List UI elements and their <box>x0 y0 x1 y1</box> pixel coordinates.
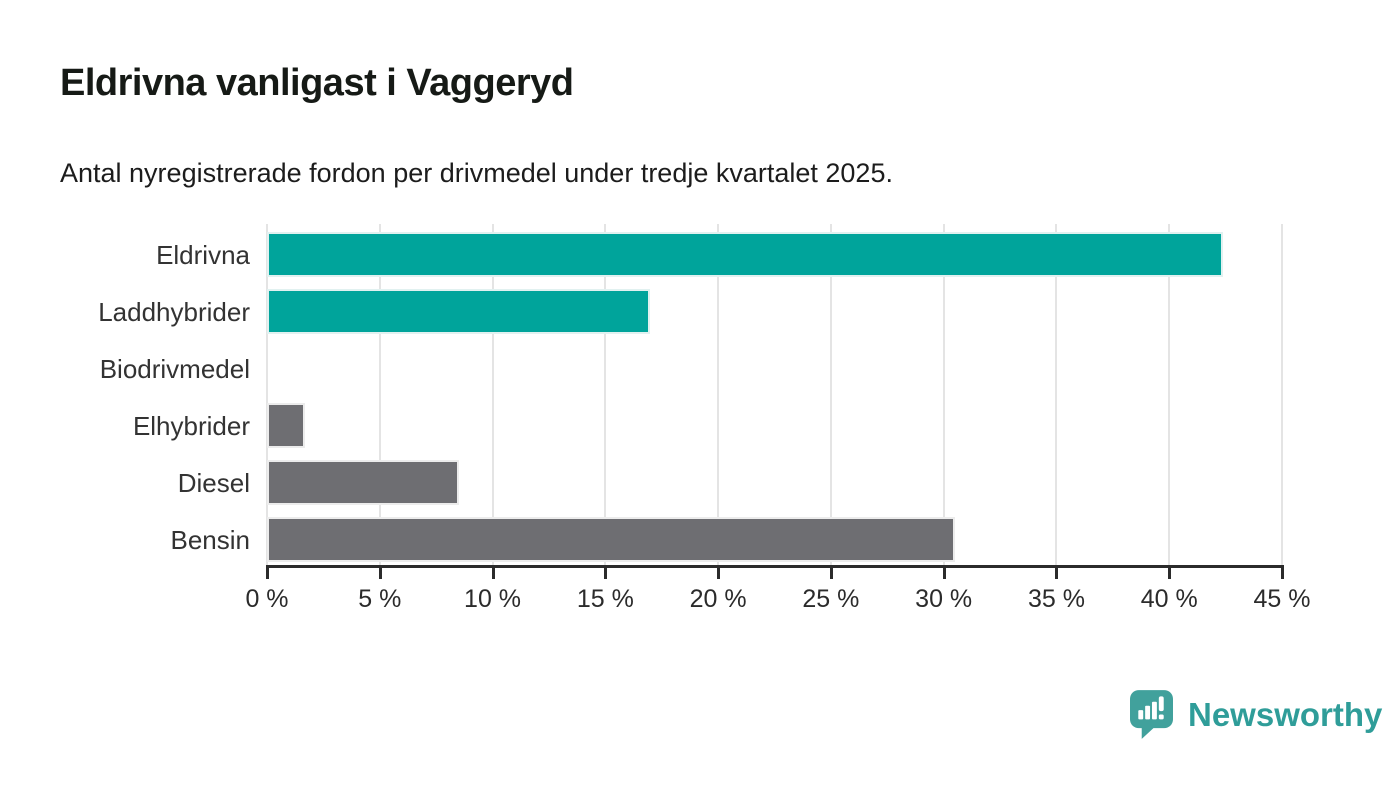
bar-laddhybrider <box>267 289 651 334</box>
axis-tick <box>1281 565 1284 579</box>
bar-bensin <box>267 517 955 562</box>
axis-tick <box>1168 565 1172 579</box>
axis-tick-label: 30 % <box>915 585 973 613</box>
gridline <box>942 224 945 565</box>
newsworthy-chart-bubble-icon <box>1130 690 1173 739</box>
axis-tick-label: 0 % <box>245 585 289 613</box>
axis-tick-label: 35 % <box>1027 585 1085 613</box>
gridline <box>1281 224 1283 565</box>
axis-tick <box>266 565 269 579</box>
axis-tick <box>378 565 382 579</box>
category-label: Eldrivna <box>156 239 250 270</box>
axis-tick <box>491 565 495 579</box>
bar-diesel <box>267 460 459 505</box>
category-axis: Eldrivna Laddhybrider Biodrivmedel Elhybrid… <box>0 224 250 565</box>
bar-eldrivna <box>267 232 1224 277</box>
newsworthy-logo-text: Newsworthy <box>1188 695 1383 733</box>
bar-elhybrider <box>267 403 306 448</box>
gridline <box>378 224 381 565</box>
x-axis-line <box>267 565 1283 568</box>
axis-tick-label: 45 % <box>1253 585 1311 613</box>
axis-tick-label: 10 % <box>464 585 522 613</box>
axis-tick-label: 20 % <box>689 585 747 613</box>
gridline <box>266 224 268 565</box>
category-label: Elhybrider <box>132 410 250 441</box>
chart-subtitle: Antal nyregistrerade fordon per drivmede… <box>60 158 893 188</box>
axis-tick-label: 25 % <box>802 585 860 613</box>
axis-tick-label: 40 % <box>1140 585 1198 613</box>
axis-tick-label: 5 % <box>358 585 402 613</box>
gridline <box>717 224 720 565</box>
plot-area <box>266 224 1283 565</box>
gridline <box>1168 224 1171 565</box>
category-label: Diesel <box>177 467 250 498</box>
axis-tick-label: 15 % <box>576 585 634 613</box>
axis-tick <box>717 565 721 579</box>
category-label: Bensin <box>170 524 251 555</box>
newsworthy-logo: Newsworthy <box>1130 690 1382 739</box>
x-axis: 0 % 5 % 10 % 15 % 20 % 25 % 30 % 35 % 40 % 45 % <box>245 565 1310 620</box>
gridline <box>829 224 832 565</box>
category-label: Biodrivmedel <box>99 353 250 384</box>
gridline <box>604 224 607 565</box>
axis-tick <box>1055 565 1059 579</box>
axis-tick <box>604 565 608 579</box>
axis-tick <box>942 565 946 579</box>
chart-title: Eldrivna vanligast i Vaggeryd <box>60 62 574 104</box>
axis-tick <box>829 565 833 579</box>
gridline <box>1055 224 1058 565</box>
gridline <box>491 224 494 565</box>
category-label: Laddhybrider <box>98 296 250 327</box>
